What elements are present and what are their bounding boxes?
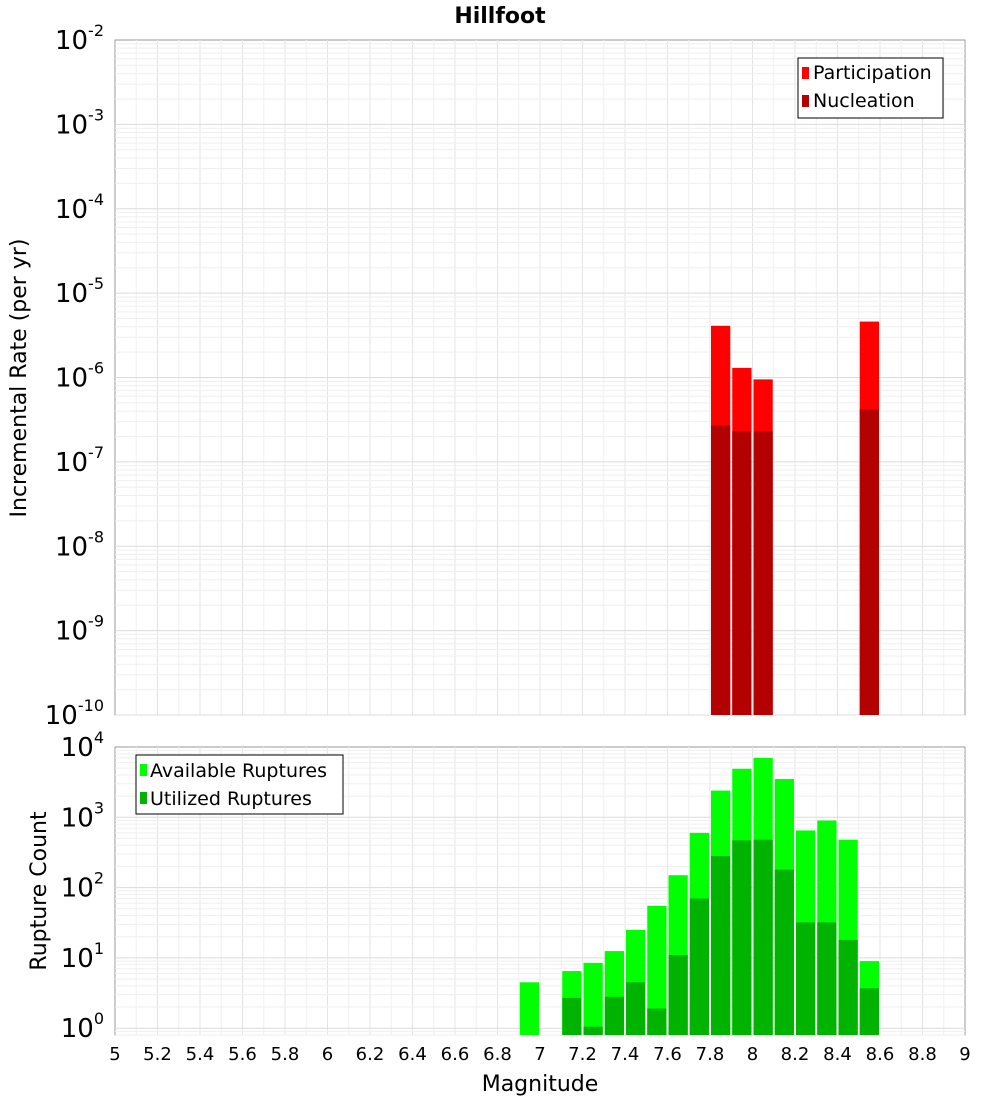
top-y-tick-label: 10-7 xyxy=(55,443,104,478)
x-tick-label: 7 xyxy=(534,1044,545,1065)
x-tick-label: 6.6 xyxy=(441,1044,470,1065)
chart-title: Hillfoot xyxy=(454,4,546,29)
bottom-bar-utilized-ruptures xyxy=(838,939,858,1035)
legend-utilized-ruptures: Utilized Ruptures xyxy=(150,788,312,810)
top-y-tick-label: 10-9 xyxy=(55,612,104,647)
bottom-y-tick-label: 100 xyxy=(61,1009,104,1044)
bottom-bar-utilized-ruptures xyxy=(732,840,752,1035)
top-bar-nucleation xyxy=(732,431,752,715)
bottom-y-tick-labels: 100 101 102 103 104 xyxy=(61,728,104,1044)
top-y-tick-label: 10-8 xyxy=(55,527,104,562)
x-tick-label: 7.2 xyxy=(568,1044,597,1065)
bottom-bar-utilized-ruptures xyxy=(668,954,688,1035)
x-tick-label: 8.6 xyxy=(866,1044,895,1065)
bottom-bar-available-ruptures xyxy=(519,982,539,1035)
bottom-bar-utilized-ruptures xyxy=(626,982,646,1035)
x-tick-label: 8.8 xyxy=(908,1044,937,1065)
top-y-tick-label: 10-6 xyxy=(55,359,104,394)
x-tick-label: 5.8 xyxy=(271,1044,300,1065)
bottom-plot-panel: 100 101 102 103 104 5 5.2 5.4 5.6 5.8 6 6.2 6.4 6.6 6… xyxy=(27,728,971,1097)
bottom-bar-utilized-ruptures xyxy=(711,856,731,1035)
x-tick-label: 6.2 xyxy=(356,1044,385,1065)
bottom-bar-utilized-ruptures xyxy=(647,1008,667,1035)
top-bar-nucleation xyxy=(711,425,731,715)
top-bar-nucleation xyxy=(859,409,879,715)
bottom-bar-utilized-ruptures xyxy=(817,922,837,1035)
legend-available-ruptures: Available Ruptures xyxy=(150,760,327,782)
top-y-axis-label: Incremental Rate (per yr) xyxy=(7,239,32,518)
x-tick-label: 5 xyxy=(109,1044,120,1065)
top-y-tick-labels: 10-10 10-9 10-8 10-7 10-6 10-5 10-4 10-3 10-2 xyxy=(45,21,104,731)
bottom-bar-utilized-ruptures xyxy=(562,997,582,1035)
top-y-tick-label: 10-10 xyxy=(45,696,104,731)
legend-nucleation: Nucleation xyxy=(813,90,915,112)
available-swatch xyxy=(140,764,147,776)
top-bar-nucleation xyxy=(753,431,773,715)
bottom-y-axis-label: Rupture Count xyxy=(27,811,52,971)
participation-swatch xyxy=(802,67,809,79)
bottom-bar-utilized-ruptures xyxy=(604,996,624,1035)
bottom-gridlines xyxy=(115,747,965,1036)
x-tick-label: 8.4 xyxy=(823,1044,852,1065)
top-y-tick-label: 10-3 xyxy=(55,105,104,140)
top-legend: Participation Nucleation xyxy=(797,57,944,119)
bottom-y-tick-label: 101 xyxy=(61,939,104,974)
bottom-legend: Available Ruptures Utilized Ruptures xyxy=(135,754,344,815)
bottom-bar-utilized-ruptures xyxy=(753,839,773,1035)
x-tick-label: 7.8 xyxy=(696,1044,725,1065)
bottom-y-tick-label: 102 xyxy=(61,869,104,904)
nucleation-swatch xyxy=(802,95,809,107)
top-y-tick-label: 10-5 xyxy=(55,274,104,309)
top-plot-panel: 10-10 10-9 10-8 10-7 10-6 10-5 10-4 10-3 10-2 In… xyxy=(7,21,966,731)
x-tick-label: 5.2 xyxy=(143,1044,172,1065)
bottom-bar-available-ruptures xyxy=(647,905,667,1035)
bottom-legend-box xyxy=(135,754,344,815)
bottom-bar-utilized-ruptures xyxy=(689,898,709,1035)
top-y-tick-label: 10-4 xyxy=(55,190,104,225)
bottom-y-tick-label: 103 xyxy=(61,798,104,833)
bottom-bar-utilized-ruptures xyxy=(583,1026,603,1035)
x-tick-label: 5.4 xyxy=(186,1044,215,1065)
x-axis-label: Magnitude xyxy=(482,1072,599,1097)
bottom-bar-utilized-ruptures xyxy=(859,988,879,1035)
bottom-bar-utilized-ruptures xyxy=(774,869,794,1035)
x-tick-label: 6 xyxy=(322,1044,333,1065)
bottom-bar-utilized-ruptures xyxy=(796,922,816,1035)
legend-participation: Participation xyxy=(813,62,932,84)
x-tick-label: 8.2 xyxy=(781,1044,810,1065)
x-tick-label: 9 xyxy=(959,1044,970,1065)
bottom-bar-available-ruptures xyxy=(583,962,603,1035)
x-tick-label: 6.4 xyxy=(398,1044,427,1065)
top-bars xyxy=(711,321,879,715)
utilized-swatch xyxy=(140,792,147,804)
x-tick-label: 7.4 xyxy=(611,1044,640,1065)
bottom-bars xyxy=(519,757,879,1035)
x-tick-label: 6.8 xyxy=(483,1044,512,1065)
x-tick-label: 5.6 xyxy=(228,1044,257,1065)
top-legend-box xyxy=(797,57,944,119)
top-y-tick-label: 10-2 xyxy=(55,21,104,56)
x-tick-labels: 5 5.2 5.4 5.6 5.8 6 6.2 6.4 6.6 6.8 7 7.2 7.4 7.6 7.8 8… xyxy=(109,1044,970,1065)
bottom-y-tick-label: 104 xyxy=(61,728,104,763)
x-tick-label: 7.6 xyxy=(653,1044,682,1065)
x-tick-label: 8 xyxy=(747,1044,758,1065)
top-gridlines xyxy=(115,40,965,716)
